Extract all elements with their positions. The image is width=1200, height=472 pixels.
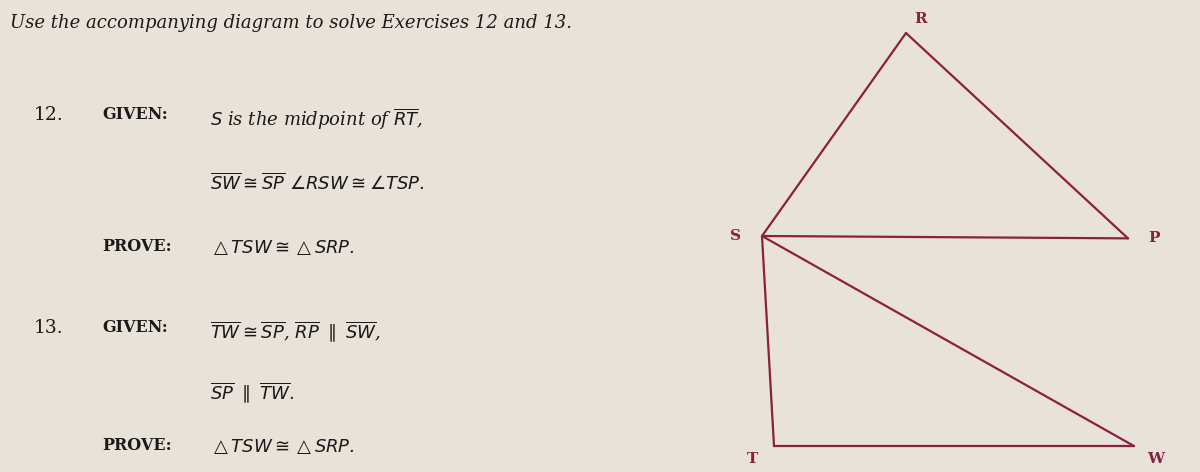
- Text: $S$ is the midpoint of $\overline{RT}$,: $S$ is the midpoint of $\overline{RT}$,: [210, 106, 424, 132]
- Text: $\overline{SW} \cong \overline{SP}$ $\angle RSW \cong \angle TSP$.: $\overline{SW} \cong \overline{SP}$ $\an…: [210, 172, 425, 194]
- Text: GIVEN:: GIVEN:: [102, 106, 168, 123]
- Text: 12.: 12.: [34, 106, 64, 124]
- Text: Use the accompanying diagram to solve Exercises 12 and 13.: Use the accompanying diagram to solve Ex…: [10, 14, 571, 32]
- Text: 13.: 13.: [34, 319, 64, 337]
- Text: W: W: [1147, 452, 1164, 466]
- Text: $\overline{SP}$ $\parallel$ $\overline{TW}$.: $\overline{SP}$ $\parallel$ $\overline{T…: [210, 380, 295, 405]
- Text: T: T: [746, 452, 758, 466]
- Text: $\overline{TW} \cong \overline{SP}$, $\overline{RP}$ $\parallel$ $\overline{SW}$: $\overline{TW} \cong \overline{SP}$, $\o…: [210, 319, 382, 344]
- Text: R: R: [914, 12, 926, 26]
- Text: S: S: [730, 229, 742, 243]
- Text: P: P: [1148, 231, 1160, 245]
- Text: PROVE:: PROVE:: [102, 238, 172, 255]
- Text: PROVE:: PROVE:: [102, 437, 172, 454]
- Text: GIVEN:: GIVEN:: [102, 319, 168, 336]
- Text: $\triangle TSW \cong \triangle SRP$.: $\triangle TSW \cong \triangle SRP$.: [210, 238, 355, 257]
- Text: $\triangle TSW \cong \triangle SRP$.: $\triangle TSW \cong \triangle SRP$.: [210, 437, 355, 455]
